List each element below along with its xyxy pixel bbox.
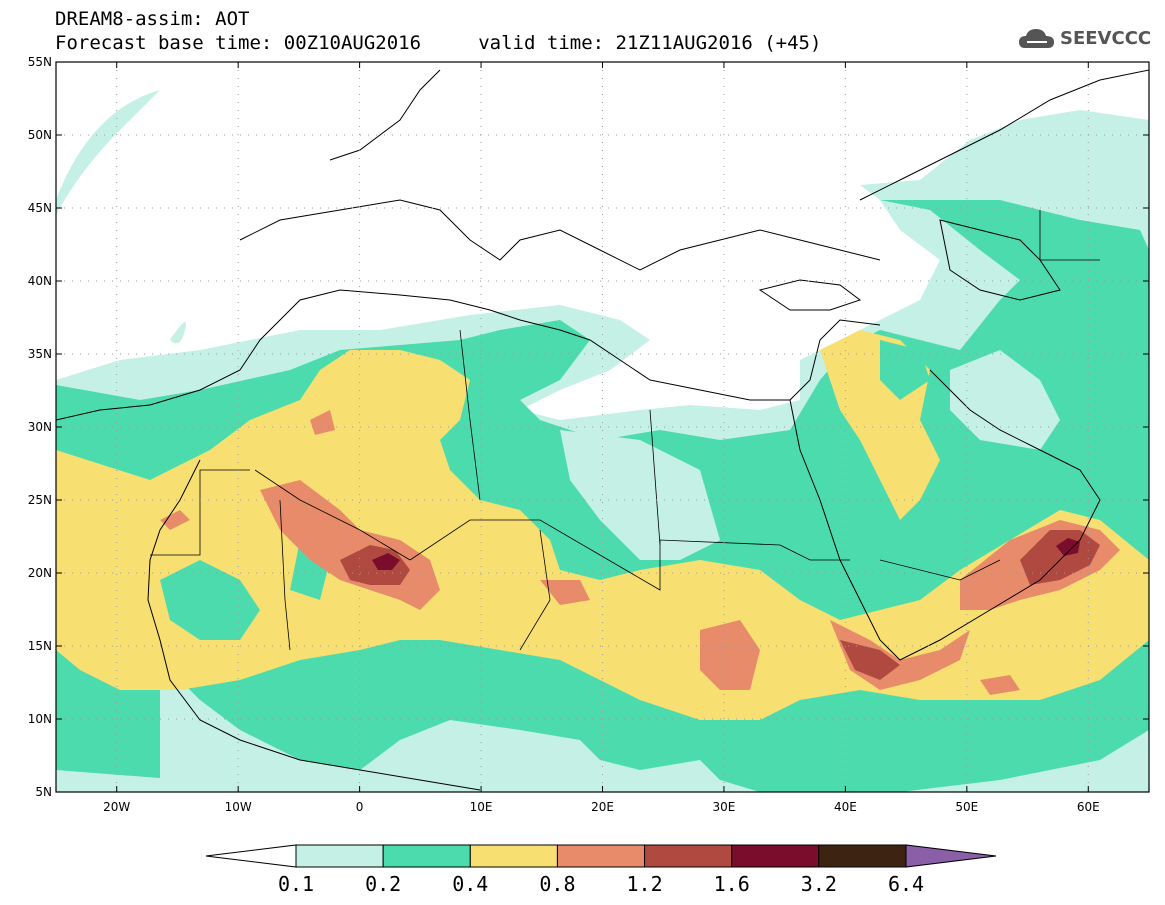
lat-tick-label: 10N — [28, 712, 52, 726]
lon-tick-label: 0 — [356, 800, 364, 814]
colorbar-swatch — [382, 844, 471, 868]
lon-tick-label: 60E — [1077, 800, 1100, 814]
colorbar-level-label: 3.2 — [801, 872, 837, 896]
axis-ticks: 20W 10W 0 10E 20E 30E 40E 50E 60E 55N 50N 45N 40N 35N… — [28, 55, 1149, 814]
colorbar-level-label: 0.2 — [365, 872, 401, 896]
lon-tick-label: 10W — [225, 800, 252, 814]
lat-tick-label: 15N — [28, 639, 52, 653]
lat-tick-label: 40N — [28, 274, 52, 288]
colorbar-swatch — [731, 844, 820, 868]
forecast-times: Forecast base time: 00Z10AUG2016 valid t… — [55, 32, 822, 54]
colorbar-level-label: 1.6 — [714, 872, 750, 896]
colorbar-over-arrow — [905, 844, 997, 868]
lon-tick-label: 40E — [834, 800, 857, 814]
lat-tick-label: 55N — [28, 55, 52, 69]
colorbar-swatch — [469, 844, 558, 868]
lat-tick-label: 35N — [28, 347, 52, 361]
lon-tick-label: 20E — [591, 800, 614, 814]
cloud-icon — [1019, 29, 1054, 48]
colorbar-level-label: 1.2 — [627, 872, 663, 896]
lat-tick-label: 50N — [28, 128, 52, 142]
lat-tick-label: 5N — [35, 785, 52, 799]
colorbar-swatch — [818, 844, 907, 868]
aot-contours — [56, 90, 1149, 792]
coastlines — [56, 69, 1149, 791]
lon-tick-label: 10E — [470, 800, 493, 814]
colorbar-swatch — [644, 844, 733, 868]
chart-title: DREAM8-assim: AOT — [55, 8, 250, 30]
colorbar-level-label: 0.8 — [539, 872, 575, 896]
lon-tick-label: 50E — [955, 800, 978, 814]
colorbar: 0.1 0.2 0.4 0.8 1.2 1.6 3.2 6.4 — [205, 844, 997, 896]
lon-tick-label: 30E — [713, 800, 736, 814]
colorbar-swatch — [295, 844, 384, 868]
lon-tick-label: 20W — [103, 800, 130, 814]
colorbar-swatch — [556, 844, 646, 868]
country-borders — [150, 210, 1100, 651]
lat-tick-label: 25N — [28, 493, 52, 507]
colorbar-level-label: 6.4 — [888, 872, 924, 896]
colorbar-level-label: 0.1 — [278, 872, 314, 896]
map-gridlines — [56, 61, 1149, 793]
lat-tick-label: 30N — [28, 420, 52, 434]
colorbar-level-label: 0.4 — [452, 872, 488, 896]
lat-tick-label: 20N — [28, 566, 52, 580]
colorbar-under-arrow — [205, 844, 297, 868]
logo-text: SEEVCCC — [1060, 28, 1152, 49]
lat-tick-label: 45N — [28, 201, 52, 215]
seevccc-logo: SEEVCCC — [1017, 24, 1157, 54]
